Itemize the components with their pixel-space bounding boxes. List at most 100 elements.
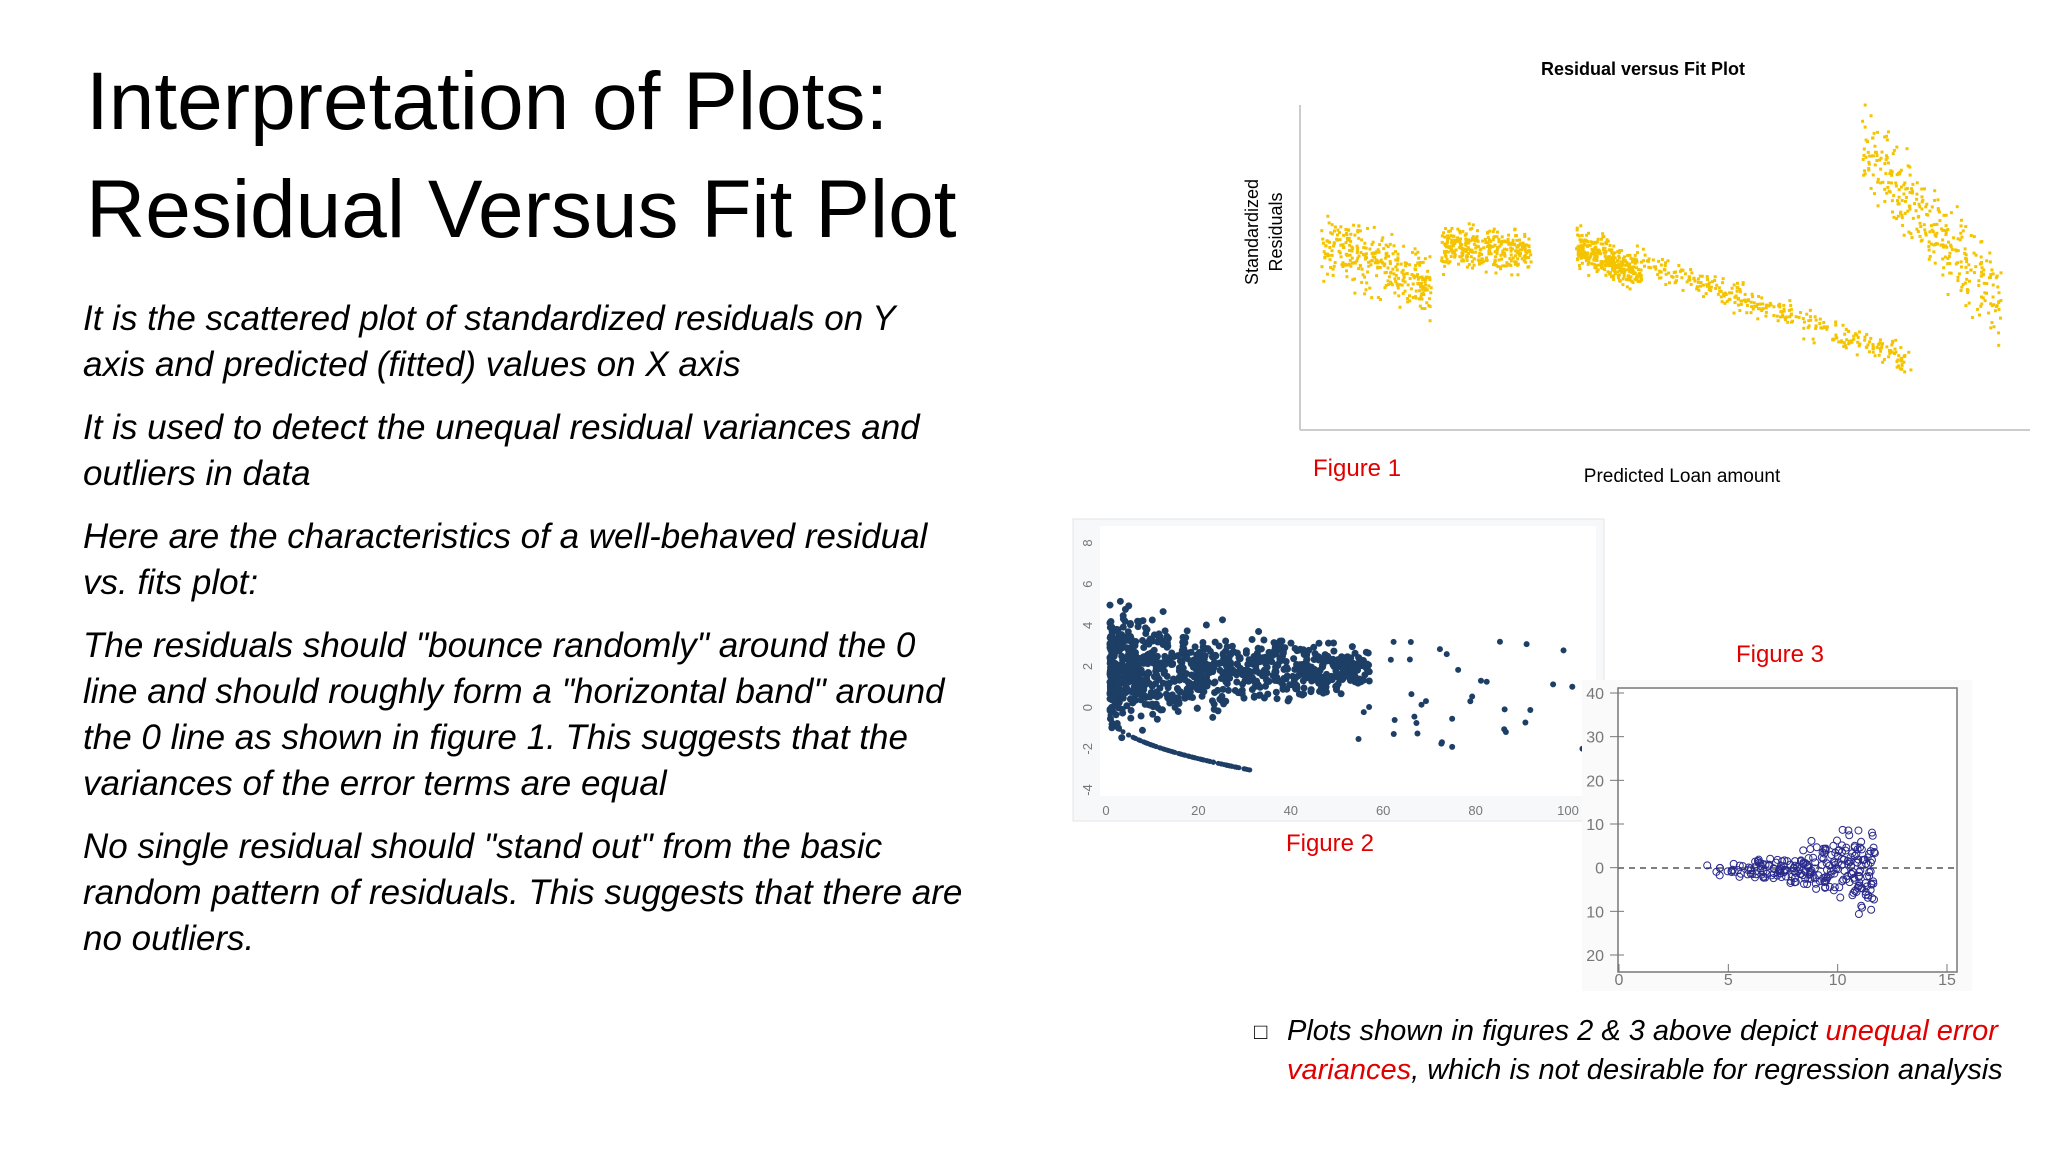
fig1-point	[1930, 228, 1934, 232]
fig1-point	[1427, 304, 1431, 308]
fig1-point	[1846, 329, 1850, 333]
fig1-point	[1442, 231, 1446, 235]
fig1-point	[1741, 282, 1745, 286]
fig1-point	[1516, 250, 1520, 254]
fig3-point	[1715, 871, 1724, 880]
fig2-point	[1163, 680, 1171, 688]
fig1-point	[1402, 275, 1406, 279]
fig2-point	[1252, 677, 1260, 685]
fig1-point	[1411, 282, 1415, 286]
fig1-point	[1667, 271, 1671, 275]
fig1-point	[1357, 254, 1361, 258]
fig1-point	[1862, 153, 1866, 157]
fig1-point	[1611, 267, 1615, 271]
fig1-point	[1481, 260, 1485, 264]
fig1-point	[1382, 264, 1386, 268]
fig1-point	[1625, 285, 1629, 289]
fig1-point	[1382, 247, 1386, 251]
fig1-point	[1808, 308, 1812, 312]
fig1-point	[1464, 237, 1468, 241]
fig2-point	[1449, 743, 1456, 750]
fig1-point	[1349, 232, 1353, 236]
fig1-point	[1876, 177, 1880, 181]
fig1-point	[1501, 249, 1505, 253]
fig3-point	[1786, 877, 1795, 886]
fig1-point	[1972, 251, 1976, 255]
fig1-point	[1580, 251, 1584, 255]
fig1-point	[1666, 259, 1670, 263]
fig1-point	[1782, 307, 1786, 311]
fig1-point	[1428, 319, 1432, 323]
fig2-point	[1242, 666, 1250, 674]
fig2-point	[1347, 654, 1355, 662]
fig1-point	[1451, 234, 1455, 238]
fig2-point	[1182, 634, 1190, 642]
fig1-point	[1392, 272, 1396, 276]
fig2-point	[1119, 709, 1127, 717]
fig3-point	[1855, 868, 1864, 877]
fig2-point	[1108, 718, 1114, 724]
fig1-point	[1807, 324, 1811, 328]
fig1-point	[1843, 344, 1847, 348]
fig1-point	[1426, 275, 1430, 279]
fig3-point	[1848, 891, 1857, 900]
fig1-point	[1386, 245, 1390, 249]
fig2-point	[1483, 678, 1490, 685]
fig1-point	[1976, 307, 1980, 311]
fig1-point	[1750, 305, 1754, 309]
fig1-point	[1943, 255, 1947, 259]
fig1-point	[1681, 268, 1685, 272]
fig1-point	[1360, 238, 1364, 242]
fig2-point	[1200, 688, 1208, 696]
fig1-point	[1887, 181, 1891, 185]
fig3-point	[1857, 837, 1866, 846]
fig1-point	[1627, 264, 1631, 268]
fig3-point	[1854, 826, 1863, 835]
fig1-point	[1610, 275, 1614, 279]
fig2-point	[1238, 690, 1246, 698]
fig1-point	[1982, 268, 1986, 272]
fig1-point	[1428, 255, 1432, 259]
fig1-point	[1606, 259, 1610, 263]
fig2-point	[1239, 680, 1247, 688]
fig2-point	[1200, 757, 1206, 763]
fig2-point	[1220, 700, 1228, 708]
fig1-point	[1481, 239, 1485, 243]
fig1-point	[1764, 310, 1768, 314]
fig1-point	[1956, 261, 1960, 265]
fig2-point	[1120, 690, 1128, 698]
fig2-point	[1228, 666, 1236, 674]
fig1-point	[1949, 211, 1953, 215]
fig1-point	[1445, 245, 1449, 249]
fig1-point	[1920, 207, 1924, 211]
fig2-point	[1260, 636, 1268, 644]
fig1-point	[1499, 267, 1503, 271]
fig2-point	[1287, 639, 1295, 647]
fig1-point	[1359, 250, 1363, 254]
fig1-point	[1396, 262, 1400, 266]
fig1-point	[1869, 186, 1873, 190]
fig1-point	[1700, 274, 1704, 278]
fig3-point	[1735, 872, 1744, 881]
fig1-point	[1886, 161, 1890, 165]
fig2-point	[1106, 601, 1114, 609]
fig2-y-tick-label: 0	[1080, 704, 1095, 711]
fig1-point	[1915, 181, 1919, 185]
fig2-point	[1207, 759, 1213, 765]
fig1-point	[1484, 241, 1488, 245]
fig1-point	[1903, 199, 1907, 203]
fig1-point	[1511, 256, 1515, 260]
fig1-point	[1409, 287, 1413, 291]
fig1-point	[1609, 261, 1613, 265]
fig1-point	[1627, 276, 1631, 280]
fig3-point	[1800, 879, 1809, 888]
fig1-point	[1782, 303, 1786, 307]
fig2-point	[1119, 615, 1127, 623]
fig2-point	[1158, 637, 1166, 645]
fig1-point	[1350, 261, 1354, 265]
fig1-point	[1866, 343, 1870, 347]
fig1-point	[1368, 286, 1372, 290]
fig2-point	[1413, 720, 1420, 727]
fig1-point	[1383, 262, 1387, 266]
fig1-point	[1498, 244, 1502, 248]
